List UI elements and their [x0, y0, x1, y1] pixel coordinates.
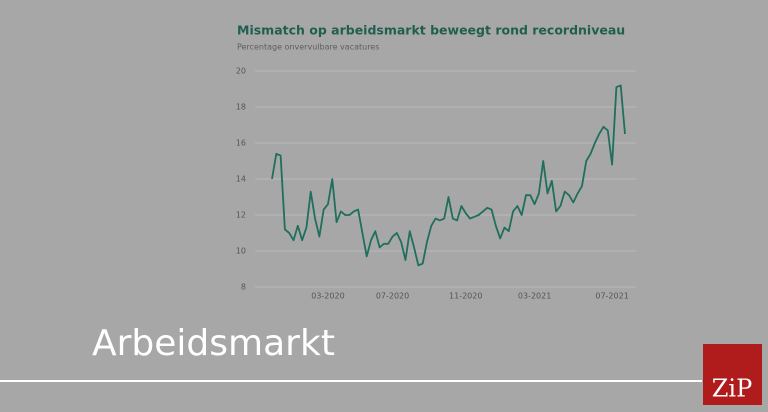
x-tick-label: 07-2021	[595, 292, 628, 301]
x-tick-label: 03-2021	[518, 292, 551, 301]
logo-box	[703, 344, 762, 405]
y-tick-label: 14	[236, 175, 246, 184]
y-tick-label: 12	[236, 211, 246, 220]
y-tick-label: 18	[236, 103, 246, 112]
y-tick-label: 10	[236, 247, 246, 256]
y-tick-label: 16	[236, 139, 246, 148]
chart-subtitle: Percentage onvervulbare vacatures	[237, 43, 379, 52]
y-tick-label: 8	[241, 283, 246, 292]
x-tick-label: 03-2020	[311, 292, 344, 301]
banner-title: Arbeidsmarkt	[92, 323, 335, 364]
x-tick-label: 07-2020	[376, 292, 409, 301]
y-tick-label: 20	[236, 67, 246, 76]
data-line	[271, 84, 626, 267]
chart-title: Mismatch op arbeidsmarkt beweegt rond re…	[237, 23, 625, 38]
logo-text: ZiP	[712, 375, 753, 403]
x-tick-label: 11-2020	[449, 292, 482, 301]
